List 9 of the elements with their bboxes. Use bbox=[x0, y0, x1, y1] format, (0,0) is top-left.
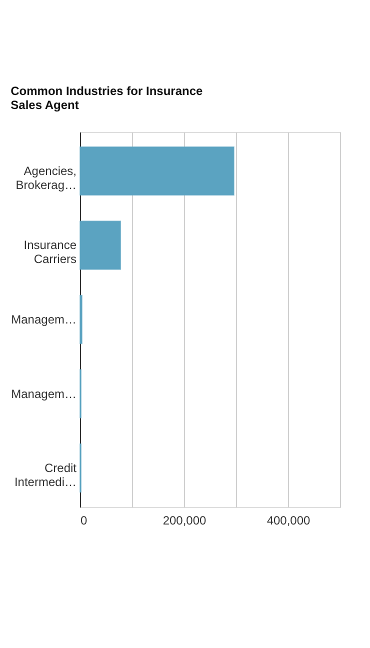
text: 200,000 bbox=[162, 514, 206, 528]
y-tick-label: Insurance Carriers bbox=[24, 238, 77, 266]
x-tick-label: 400,000 bbox=[266, 514, 311, 528]
y-tick-label: Credit Intermedi… bbox=[14, 461, 78, 490]
y-tick-label: Managem… bbox=[11, 386, 76, 401]
x-tick-label: 0 bbox=[80, 514, 88, 528]
chart-title: Common Industries for Insurance Sales Agent bbox=[10, 84, 203, 112]
y-tick-label: Managem… bbox=[11, 312, 76, 326]
y-tick-label: Agencies, Brokerag… bbox=[16, 164, 76, 192]
